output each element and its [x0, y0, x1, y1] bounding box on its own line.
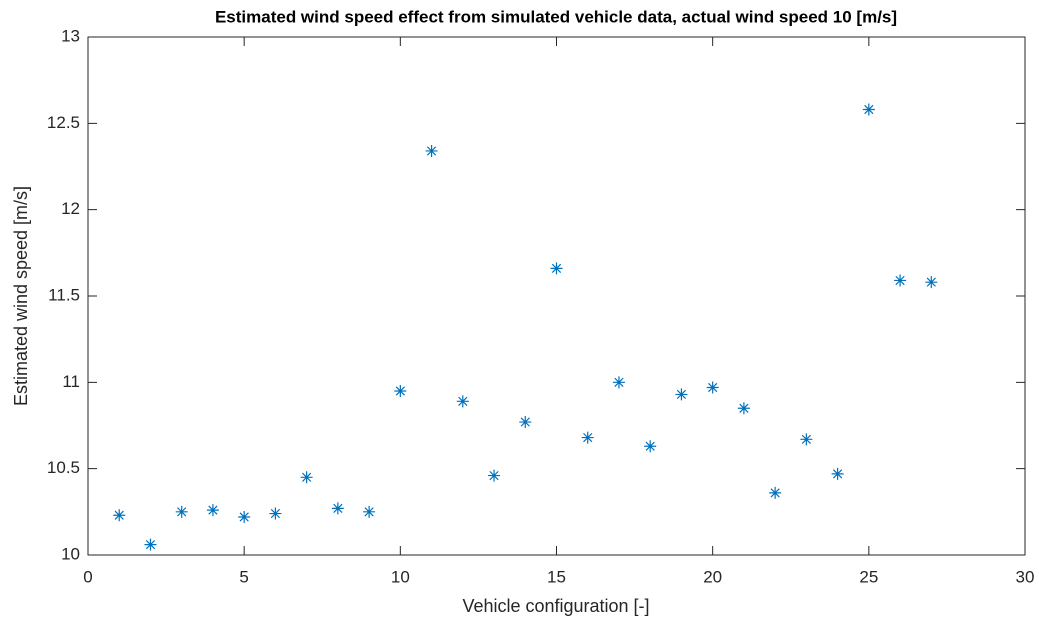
marker: [925, 276, 938, 289]
y-tick-label: 10.5: [47, 458, 80, 477]
marker: [238, 511, 251, 524]
marker: [644, 440, 657, 453]
marker: [144, 538, 157, 551]
y-tick-label: 12: [61, 199, 80, 218]
x-tick-label: 5: [239, 567, 248, 586]
x-tick-label: 15: [547, 567, 566, 586]
marker: [206, 504, 219, 517]
marker: [300, 471, 313, 484]
x-tick-label: 30: [1016, 567, 1035, 586]
y-tick-label: 11: [62, 372, 80, 391]
marker: [737, 402, 750, 415]
y-tick-label: 10: [61, 544, 80, 563]
marker: [612, 376, 625, 389]
x-tick-label: 25: [859, 567, 878, 586]
marker: [519, 416, 532, 429]
marker: [550, 262, 563, 275]
marker: [425, 144, 438, 157]
y-tick-label: 13: [61, 26, 80, 45]
marker: [581, 431, 594, 444]
y-tick-label: 12.5: [47, 113, 80, 132]
marker: [331, 502, 344, 515]
marker: [269, 507, 282, 520]
marker: [113, 509, 126, 522]
chart-title: Estimated wind speed effect from simulat…: [215, 7, 897, 26]
x-tick-label: 20: [703, 567, 722, 586]
marker: [394, 384, 407, 397]
marker: [831, 467, 844, 480]
marker: [175, 505, 188, 518]
marker: [862, 103, 875, 116]
marker: [769, 486, 782, 499]
x-tick-label: 10: [391, 567, 410, 586]
marker: [706, 381, 719, 394]
marker: [675, 388, 688, 401]
x-axis-label: Vehicle configuration [-]: [462, 596, 649, 616]
y-axis-label: Estimated wind speed [m/s]: [11, 186, 31, 406]
marker: [894, 274, 907, 287]
marker: [456, 395, 469, 408]
marker: [800, 433, 813, 446]
marker: [488, 469, 501, 482]
y-tick-label: 11.5: [48, 285, 80, 304]
x-tick-label: 0: [83, 567, 92, 586]
marker: [363, 505, 376, 518]
